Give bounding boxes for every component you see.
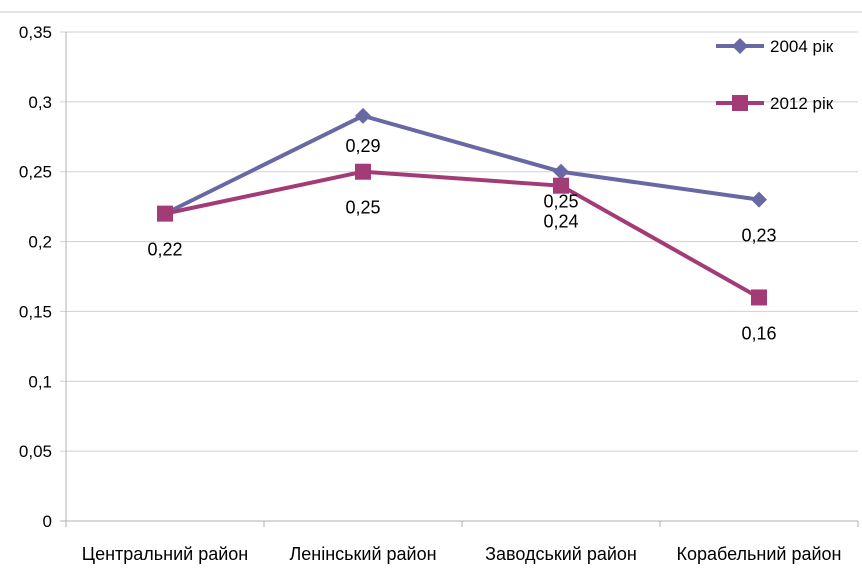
data-labels: 0,290,250,230,220,250,240,16 — [147, 136, 776, 344]
legend: 2004 рік 2012 рік — [716, 37, 834, 113]
legend-label-1: 2012 рік — [770, 94, 834, 113]
x-tick-label: Центральний район — [82, 544, 249, 564]
data-label: 0,22 — [147, 240, 182, 260]
series-line-1 — [164, 169, 760, 300]
marker-square — [157, 205, 173, 222]
series — [157, 107, 767, 306]
marker-diamond — [751, 191, 767, 208]
legend-label-0: 2004 рік — [770, 37, 834, 56]
y-tick-label: 0,3 — [28, 93, 52, 112]
marker-square — [355, 163, 371, 180]
x-tick-label: Корабельний район — [677, 544, 842, 564]
marker-diamond — [355, 107, 371, 124]
legend-marker-diamond — [732, 38, 748, 54]
legend-marker-square — [732, 95, 748, 111]
data-label: 0,25 — [345, 198, 380, 218]
marker-square — [751, 289, 767, 306]
y-tick-label: 0,15 — [19, 302, 52, 321]
data-label: 0,25 — [543, 192, 578, 212]
series-line-0 — [164, 113, 760, 216]
data-label: 0,29 — [345, 136, 380, 156]
marker-diamond — [553, 163, 569, 180]
axes: 0 0,05 0,1 0,15 0,2 0,25 0,3 0,35 Центральний ра… — [0, 11, 862, 564]
y-tick-label: 0,1 — [28, 372, 52, 391]
data-label: 0,16 — [741, 323, 776, 343]
y-tick-label: 0,2 — [28, 233, 52, 252]
data-label: 0,23 — [741, 226, 776, 246]
y-tick-label: 0,35 — [19, 23, 52, 42]
x-tick-label: Ленінський район — [289, 544, 436, 564]
y-tick-label: 0,25 — [19, 163, 52, 182]
data-label: 0,24 — [543, 212, 578, 232]
x-tick-label: Заводський район — [485, 544, 637, 564]
marker-square — [553, 177, 569, 194]
y-tick-label: 0,05 — [19, 442, 52, 461]
gridlines — [60, 31, 858, 452]
y-tick-label: 0 — [43, 512, 52, 531]
